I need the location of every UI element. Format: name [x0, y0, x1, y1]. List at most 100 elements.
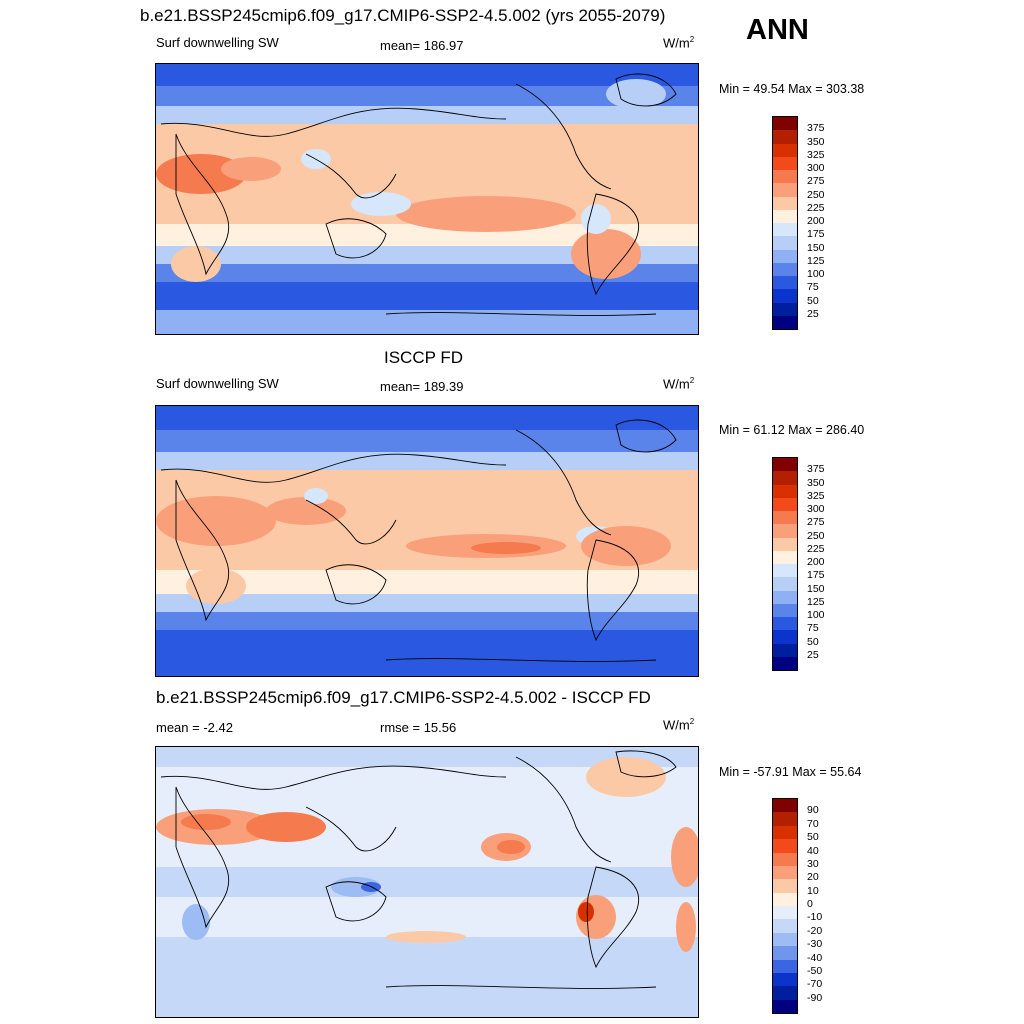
- colorbar-tick-label: 225: [807, 201, 825, 214]
- colorbar-swatch: [773, 564, 797, 578]
- colorbar-tick-label: 200: [807, 556, 825, 568]
- colorbar-tick-label: 150: [807, 241, 825, 254]
- colorbar-tick-label: 300: [807, 503, 825, 515]
- panel3-colorbar-ticks: 90 70 50 40 30 20 10 0 -10 -20 -30 -40 -50 -70 -90: [807, 798, 847, 1012]
- panel1-unit-label: W/m2: [663, 35, 695, 51]
- colorbar-tick-label: -40: [807, 951, 823, 964]
- panel2-mean-label: mean= 189.39: [380, 379, 464, 394]
- colorbar-swatch: [773, 302, 797, 316]
- colorbar-tick-label: 20: [807, 871, 819, 884]
- colorbar-tick-label: 50: [807, 294, 819, 307]
- colorbar-swatch: [773, 511, 797, 525]
- colorbar-tick-label: 75: [807, 622, 819, 635]
- panel2-unit-label: W/m2: [663, 376, 695, 392]
- colorbar-tick-label: 250: [807, 529, 825, 542]
- colorbar-tick-label: 275: [807, 516, 825, 529]
- colorbar-tick-label: 225: [807, 542, 825, 555]
- colorbar-swatch: [773, 892, 797, 906]
- colorbar-swatch: [773, 932, 797, 947]
- panel2-colorbar: [772, 457, 798, 671]
- colorbar-swatch: [773, 249, 797, 263]
- colorbar-swatch: [773, 617, 797, 631]
- panel1-colorbar-ticks: 375 350 325 300 275 250 225 200 175 150 125 100 75 50…: [807, 116, 847, 328]
- colorbar-swatch: [773, 196, 797, 210]
- colorbar-swatch: [773, 484, 797, 498]
- panel3-mean-label: mean = -2.42: [156, 720, 233, 735]
- colorbar-swatch: [773, 812, 797, 826]
- colorbar-swatch: [773, 643, 797, 657]
- colorbar-tick-label: -30: [807, 938, 823, 951]
- colorbar-tick-label: 125: [807, 595, 825, 608]
- colorbar-swatch: [773, 315, 797, 329]
- colorbar-swatch: [773, 458, 797, 472]
- colorbar-swatch: [773, 471, 797, 485]
- colorbar-swatch: [773, 919, 797, 933]
- colorbar-tick-label: 25: [807, 307, 819, 320]
- colorbar-swatch: [773, 550, 797, 564]
- colorbar-swatch: [773, 986, 797, 1000]
- panel2-colorbar-ticks: 375 350 325 300 275 250 225 200 175 150 125 100 75 50…: [807, 457, 847, 669]
- colorbar-tick-label: 175: [807, 228, 825, 241]
- colorbar-tick-label: -50: [807, 964, 823, 977]
- colorbar-tick-label: 125: [807, 254, 825, 267]
- colorbar-swatch: [773, 999, 797, 1013]
- panel1-variable-label: Surf downwelling SW: [156, 35, 279, 50]
- colorbar-tick-label: 175: [807, 569, 825, 582]
- colorbar-swatch: [773, 590, 797, 604]
- panel3-map: [155, 746, 699, 1018]
- colorbar-tick-label: -70: [807, 978, 823, 991]
- colorbar-tick-label: 25: [807, 648, 819, 661]
- colorbar-tick-label: -10: [807, 911, 823, 924]
- panel1-map: [155, 63, 699, 335]
- panel3-minmax: Min = -57.91 Max = 55.64: [719, 765, 862, 779]
- panel3-rmse-label: rmse = 15.56: [380, 720, 457, 735]
- colorbar-swatch: [773, 289, 797, 303]
- colorbar-swatch: [773, 577, 797, 591]
- colorbar-tick-label: 300: [807, 162, 825, 174]
- colorbar-swatch: [773, 183, 797, 197]
- colorbar-swatch: [773, 117, 797, 131]
- panel1-minmax: Min = 49.54 Max = 303.38: [719, 82, 865, 96]
- colorbar-tick-label: -90: [807, 991, 823, 1004]
- colorbar-tick-label: 30: [807, 857, 819, 870]
- colorbar-swatch: [773, 879, 797, 893]
- figure-title: b.e21.BSSP245cmip6.f09_g17.CMIP6-SSP2-4.…: [140, 6, 666, 25]
- colorbar-swatch: [773, 223, 797, 237]
- colorbar-swatch: [773, 170, 797, 184]
- colorbar-swatch: [773, 209, 797, 223]
- colorbar-swatch: [773, 799, 797, 813]
- panel1-mean-label: mean= 186.97: [380, 38, 464, 53]
- panel2-map: [155, 405, 699, 677]
- colorbar-swatch: [773, 130, 797, 144]
- colorbar-tick-label: 10: [807, 884, 819, 897]
- colorbar-swatch: [773, 262, 797, 276]
- panel3-colorbar: [772, 798, 798, 1014]
- colorbar-tick-label: 50: [807, 635, 819, 648]
- colorbar-tick-label: -20: [807, 924, 823, 937]
- colorbar-tick-label: 90: [807, 804, 819, 817]
- colorbar-tick-label: 325: [807, 489, 825, 502]
- panel2-title: ISCCP FD: [384, 348, 464, 367]
- colorbar-tick-label: 0: [807, 898, 813, 910]
- colorbar-swatch: [773, 603, 797, 617]
- colorbar-tick-label: 75: [807, 281, 819, 294]
- panel3-unit-label: W/m2: [663, 717, 695, 733]
- colorbar-tick-label: 150: [807, 582, 825, 595]
- colorbar-swatch: [773, 656, 797, 670]
- colorbar-swatch: [773, 156, 797, 170]
- panel3-title: b.e21.BSSP245cmip6.f09_g17.CMIP6-SSP2-4.…: [156, 688, 651, 707]
- colorbar-swatch: [773, 236, 797, 250]
- colorbar-tick-label: 325: [807, 148, 825, 161]
- colorbar-swatch: [773, 630, 797, 644]
- colorbar-tick-label: 200: [807, 215, 825, 227]
- colorbar-tick-label: 40: [807, 844, 819, 857]
- colorbar-swatch: [773, 839, 797, 853]
- colorbar-swatch: [773, 959, 797, 973]
- colorbar-swatch: [773, 946, 797, 960]
- colorbar-swatch: [773, 825, 797, 840]
- colorbar-swatch: [773, 865, 797, 880]
- panel2-minmax: Min = 61.12 Max = 286.40: [719, 423, 865, 437]
- colorbar-swatch: [773, 537, 797, 551]
- colorbar-swatch: [773, 497, 797, 511]
- season-label: ANN: [746, 14, 809, 46]
